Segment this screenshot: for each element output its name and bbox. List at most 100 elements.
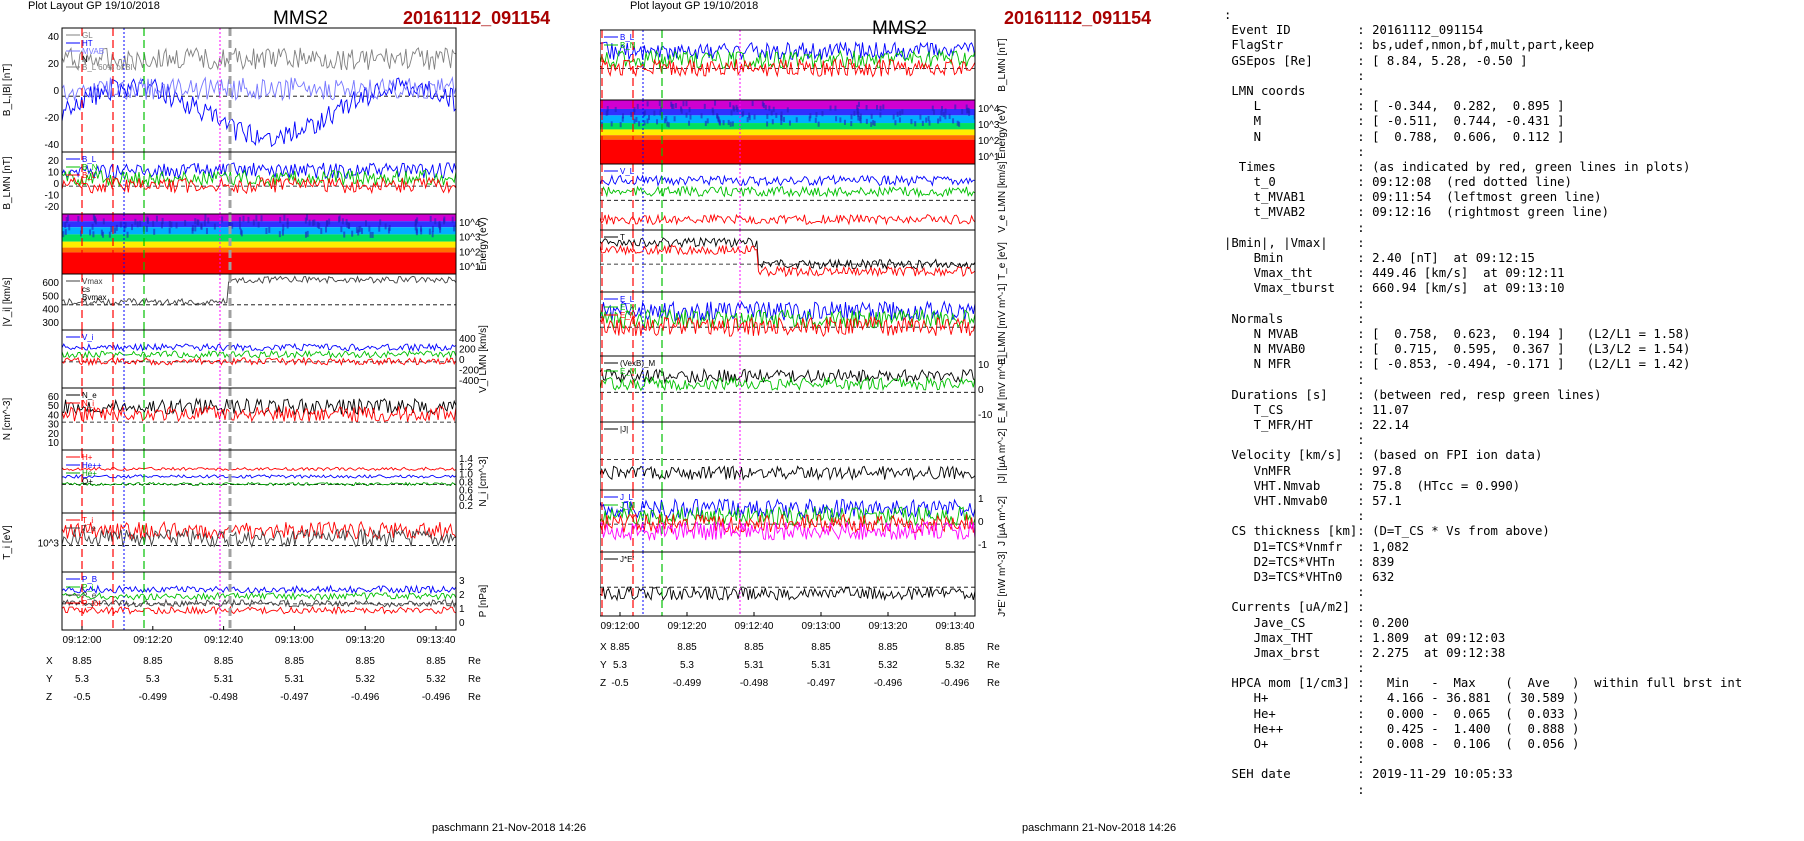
panel-content [62,162,456,195]
info-line: N MFR : [ -0.853, -0.494, -0.171 ] (L2/L… [1224,357,1691,372]
y-axis-label: J*E' [nW m^-3] [997,551,1008,617]
y-axis-label: |V_i| [km/s] [2,277,13,326]
info-line: Bmin : 2.40 [nT] at 09:12:15 [1224,251,1535,265]
spectrogram-speck [768,105,771,111]
spectrogram-speck [940,110,943,116]
satellite-title-mid: MMS2 [872,18,927,39]
x-tick-label: 09:12:20 [668,621,707,632]
spectrogram-speck [704,120,707,126]
panel-frame [61,151,457,215]
spectrogram-speck [685,101,688,107]
spectrogram-speck [689,114,692,120]
spectrogram-speck [772,106,775,112]
spectrogram-speck [899,110,902,116]
y-axis-label: Energy (eV) [997,105,1008,158]
tick-label: -10 [45,191,60,202]
panel-content [600,585,975,602]
x-tick-label: 09:12:40 [204,635,243,646]
info-line: |Bmin|, |Vmax| : [1224,235,1365,250]
spectrogram-speck [102,218,105,225]
spectrogram-speck [901,109,904,115]
spectrogram-speck [119,221,122,228]
legend-label: P_tot [82,599,101,608]
info-line: D2=TCS*VHTn : 839 [1224,554,1395,569]
spectrogram-speck [286,222,289,229]
spectrogram-speck [416,217,419,224]
spectrogram-speck [782,116,785,123]
spectrogram-speck [260,215,263,222]
series-line [62,176,456,195]
tick-label: 400 [42,305,59,316]
spectrogram-speck [255,215,258,222]
panel-frame [600,355,976,423]
spectrogram-speck [706,118,709,124]
position-value: 5.32 [355,674,375,685]
spectrogram-speck [316,221,319,228]
spectrogram-speck [714,100,717,106]
tick-label: 10^2 [459,247,481,258]
position-value: 5.3 [146,674,160,685]
spectrogram-speck [730,110,733,116]
tick-label: 0 [53,86,59,97]
tick-label: 0.4 [459,493,473,504]
panel-content [600,41,975,78]
tick-label: 1.0 [459,470,473,481]
position-value: 8.85 [945,642,965,653]
spectrogram-speck [664,118,667,124]
info-line: : [1224,509,1365,524]
spectrogram-speck [870,121,873,127]
spectrogram-speck [184,219,187,226]
spectrogram-speck [688,107,691,113]
spectrogram-band [62,227,456,235]
position-row-label: Y [46,674,53,685]
position-value: 5.3 [75,674,89,685]
legend-label: P_i [82,583,94,592]
spectrogram-band [62,247,456,253]
tick-label: -400 [459,376,479,387]
spectrogram-speck [718,120,721,126]
x-tick-label: 09:12:20 [133,635,172,646]
spectrogram-speck [134,218,137,225]
spectrogram-speck [666,121,669,127]
position-value: 8.85 [143,656,163,667]
spectrogram-speck [68,224,71,231]
spectrogram-speck [139,220,142,227]
info-line: HPCA mom [1/cm3] : Min - Max ( Ave ) wit… [1224,676,1743,691]
spectrogram-band [600,115,975,124]
spectrogram-speck [944,114,947,120]
x-tick-label: 09:13:00 [802,621,841,632]
spectrogram-speck [429,215,432,222]
spectrogram-speck [856,108,859,114]
spectrogram-speck [194,225,197,232]
spectrogram-speck [937,118,940,124]
spectrogram-speck [642,111,645,117]
spectrogram-band [600,129,975,136]
spectrogram-speck [635,116,638,123]
position-row-label: Z [46,692,52,703]
info-line: t_MVAB1 : 09:11:54 (leftmost green line) [1224,190,1602,205]
spectrogram-speck [865,118,868,124]
x-tick-label: 09:13:00 [275,635,314,646]
series-line [600,585,975,602]
spectrogram-speck [325,220,328,227]
info-line: Jave_CS : 0.200 [1224,615,1410,630]
spectrogram-speck [306,214,309,221]
series-line [62,528,456,548]
spectrogram-speck [775,112,778,118]
spectrogram-speck [910,119,913,125]
spectrogram-speck [62,231,65,238]
info-line: Times : (as indicated by red, green line… [1224,159,1691,174]
position-value: -0.496 [422,692,451,703]
spectrogram-speck [638,121,641,127]
spectrogram-speck [729,102,732,108]
spectrogram-speck [168,227,171,234]
panel-content [600,367,975,393]
spectrogram-speck [965,104,968,110]
spectrogram-speck [682,101,685,107]
info-line: FlagStr : bs,udef,nmon,bf,mult,part,keep [1224,38,1595,53]
spectrogram-speck [152,220,155,227]
y-axis-label: E_M [mV m^-1] [997,354,1008,423]
series-line [62,605,456,616]
position-unit: Re [987,642,1000,653]
